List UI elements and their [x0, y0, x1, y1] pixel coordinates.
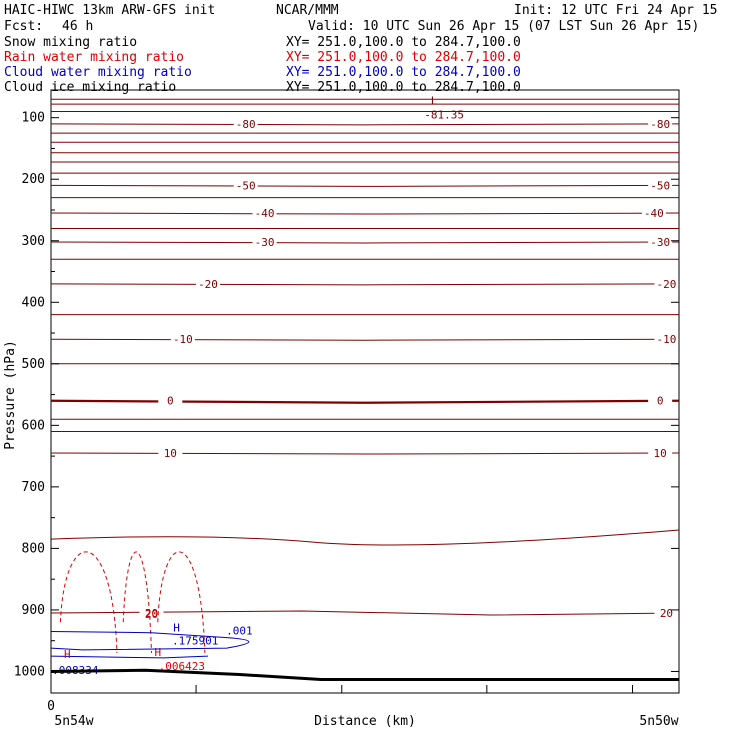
cloud-water-contour-label: .001	[226, 625, 253, 638]
title-center: NCAR/MMM	[276, 3, 339, 18]
isotherm-label-bg	[252, 235, 277, 248]
valid-time: Valid: 10 UTC Sun 26 Apr 15 (07 LST Sun …	[308, 19, 699, 34]
isotherm-label-bg	[233, 117, 258, 130]
isotherm-label-bg	[158, 447, 183, 460]
x-axis	[50, 685, 634, 693]
field-xy: XY= 251.0,100.0 to 284.7,100.0	[286, 65, 521, 80]
isotherm-label: 20	[145, 607, 158, 620]
x-left-location: 5n54w	[54, 714, 93, 729]
y-tick-label: 200	[22, 172, 45, 187]
y-tick-label: 600	[22, 418, 45, 433]
terrain-boundary	[50, 668, 679, 681]
isotherm-label: -40	[255, 207, 275, 220]
isotherm-label: -20	[657, 278, 677, 291]
isotherm-label: -30	[650, 236, 670, 249]
isotherm-label: 0	[657, 395, 664, 408]
field-legend: Snow mixing ratio XY= 251.0,100.0 to 284.…	[4, 35, 521, 95]
field-xy: XY= 251.0,100.0 to 284.7,100.0	[286, 50, 521, 65]
isotherm-label: -80	[236, 118, 256, 131]
field-name: Cloud water mixing ratio	[4, 65, 192, 80]
cloud-water-contour	[50, 630, 250, 651]
low-marker: L	[431, 94, 438, 107]
isotherm	[50, 184, 680, 187]
field-name: Rain water mixing ratio	[4, 50, 184, 65]
plot-frame	[50, 89, 680, 694]
rain-contour	[59, 551, 118, 654]
rain-high-marker: H	[154, 646, 161, 659]
y-tick-label: 1000	[14, 664, 45, 679]
field-name: Snow mixing ratio	[4, 35, 137, 50]
x-axis-label: Distance (km)	[314, 714, 416, 729]
isotherm-label-bg	[641, 207, 666, 220]
field-xy: XY= 251.0,100.0 to 284.7,100.0	[286, 35, 521, 50]
cloud-water-high-value: .175901	[172, 635, 218, 648]
fcst-value: 46 h	[62, 19, 93, 34]
field-name: Cloud ice mixing ratio	[4, 80, 176, 95]
cloud-water-contour	[50, 655, 209, 659]
isotherm	[50, 241, 680, 244]
isotherm-label-bg	[158, 394, 183, 407]
isotherm-label: -10	[657, 333, 677, 346]
isotherm-label-bg	[139, 607, 164, 620]
y-tick-label: 500	[22, 357, 45, 372]
isotherm-label: -20	[198, 278, 218, 291]
isotherm-label-bg	[233, 179, 258, 192]
y-tick-label: 700	[22, 480, 45, 495]
fcst-label: Fcst:	[4, 19, 43, 34]
terrain-line	[50, 668, 679, 681]
isotherm-label: 10	[654, 447, 667, 460]
isotherm-label: -80	[650, 118, 670, 131]
temperature-isotherms: -80 -80 -50 -50 -40 -40 -30 -30 -20 -20 -10 -10 0 0 10…	[50, 94, 680, 620]
isotherm	[50, 283, 680, 286]
rain-contour	[157, 551, 206, 654]
isotherm-label: -50	[236, 179, 256, 192]
isotherm	[50, 610, 680, 616]
rain-contour-label: 20	[145, 608, 158, 621]
isotherm-label: -10	[173, 333, 193, 346]
cloud-water-high-marker: H	[173, 621, 180, 634]
isotherm-label: -50	[650, 179, 670, 192]
isotherm-label: 0	[167, 395, 174, 408]
isotherm-label-bg	[170, 333, 195, 346]
init-time: Init: 12 UTC Fri 24 Apr 15	[514, 3, 718, 18]
isotherm-label-bg	[654, 333, 679, 346]
y-tick-label: 300	[22, 234, 45, 249]
field-xy: XY= 251.0,100.0 to 284.7,100.0	[286, 80, 521, 95]
isotherm-label-bg	[252, 207, 277, 220]
low-value: -81.35	[424, 108, 464, 121]
y-tick-label: 900	[22, 603, 45, 618]
isotherm-label: 10	[164, 447, 177, 460]
rain-contour	[122, 551, 152, 654]
y-axis-label: Pressure (hPa)	[3, 340, 18, 450]
isotherm-label: -40	[644, 207, 664, 220]
isotherm-label-bg	[648, 447, 673, 460]
y-tick-label: 800	[22, 541, 45, 556]
isotherm	[50, 399, 680, 404]
isotherm-label-bg	[648, 179, 673, 192]
isotherm	[50, 338, 680, 341]
x-right-location: 5n50w	[639, 714, 678, 729]
x-origin-label: 0	[47, 699, 55, 714]
isotherm-label: 20	[660, 607, 673, 620]
isotherm-label: -30	[255, 236, 275, 249]
isotherm-minor	[50, 529, 680, 546]
isotherm	[50, 452, 680, 455]
isotherm-label-bg	[648, 235, 673, 248]
y-tick-label: 400	[22, 295, 45, 310]
isotherm	[50, 212, 680, 215]
isotherm	[50, 123, 680, 126]
rain-high-value: .006423	[159, 660, 205, 673]
isotherm-label-bg	[648, 117, 673, 130]
isotherm-label-bg	[196, 277, 220, 290]
isotherm-label-bg	[654, 277, 679, 290]
isotherm-label-bg	[648, 394, 673, 407]
y-tick-label: 100	[22, 111, 45, 126]
snow-high-marker: H	[64, 648, 71, 661]
title-left: HAIC-HIWC 13km ARW-GFS init	[4, 3, 215, 18]
